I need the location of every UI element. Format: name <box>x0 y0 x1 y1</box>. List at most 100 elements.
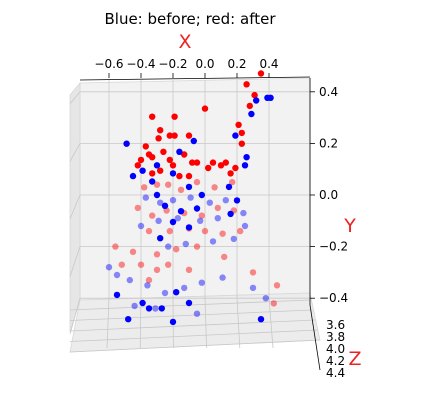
data-point <box>222 159 229 166</box>
data-point <box>211 184 218 191</box>
data-point <box>240 209 247 217</box>
data-point <box>227 170 234 177</box>
data-point <box>134 204 141 212</box>
data-point <box>165 181 172 188</box>
data-point <box>145 276 153 284</box>
z-axis-line <box>309 304 321 371</box>
z-axis-label: Z <box>348 348 361 370</box>
data-point <box>193 205 201 212</box>
data-point <box>241 162 249 169</box>
data-point <box>229 178 236 186</box>
y-tick-label: −0.2 <box>319 240 348 254</box>
data-point <box>166 132 173 139</box>
data-point <box>232 164 239 172</box>
z-tick-label: 3.8 <box>326 330 345 344</box>
x-axis-label: X <box>178 31 191 53</box>
z-grid-line <box>69 329 318 342</box>
z-grid-line <box>69 309 313 321</box>
data-point <box>152 305 159 312</box>
data-point <box>193 310 201 317</box>
data-point <box>201 105 209 112</box>
data-point <box>153 162 161 169</box>
data-point <box>243 154 250 161</box>
data-point <box>105 264 113 271</box>
data-point <box>149 154 156 161</box>
data-point <box>198 212 205 219</box>
data-point <box>189 159 196 166</box>
data-point <box>113 271 121 279</box>
data-point <box>225 183 233 191</box>
data-point <box>137 156 145 164</box>
data-point <box>205 164 212 172</box>
data-point <box>185 224 193 231</box>
side-grid-line <box>69 194 81 220</box>
data-point <box>141 184 148 191</box>
data-point <box>227 210 234 218</box>
side-grid-line <box>69 91 81 105</box>
data-point <box>262 295 269 302</box>
data-point <box>142 194 149 201</box>
data-point <box>253 97 260 104</box>
data-point <box>176 148 183 155</box>
data-point <box>160 148 167 155</box>
data-point <box>137 261 145 268</box>
y-axis-label: Y <box>343 215 356 237</box>
data-point <box>134 162 141 169</box>
data-point <box>198 191 205 199</box>
data-point <box>267 94 274 102</box>
data-point <box>257 316 265 323</box>
data-point <box>142 143 149 150</box>
data-point <box>171 113 178 120</box>
data-point <box>222 197 229 204</box>
data-point <box>249 284 257 292</box>
data-point <box>214 215 221 222</box>
data-point <box>126 276 133 284</box>
floor-grid-line <box>204 297 207 349</box>
data-point <box>273 282 281 289</box>
data-point <box>137 222 145 230</box>
data-point <box>181 284 188 292</box>
z-tick-label: 3.6 <box>326 318 345 332</box>
data-point <box>177 186 185 193</box>
data-point <box>206 199 213 206</box>
data-point <box>153 181 161 188</box>
data-point <box>153 191 161 199</box>
data-point <box>112 243 119 250</box>
side-grid-line <box>69 143 81 162</box>
data-point <box>149 212 156 219</box>
data-point <box>173 289 180 296</box>
data-point <box>176 172 183 180</box>
z-tick-label: 4.2 <box>326 354 345 368</box>
data-point <box>248 110 255 118</box>
y-tick-label: 0.0 <box>319 188 338 202</box>
data-point <box>185 132 193 139</box>
floor-grid-lines <box>69 297 321 353</box>
data-point <box>149 178 156 185</box>
data-point <box>157 127 164 134</box>
data-point <box>187 194 194 201</box>
data-point <box>174 215 181 222</box>
data-point <box>217 162 225 169</box>
data-point <box>193 178 201 186</box>
data-point <box>238 140 245 147</box>
data-point <box>125 316 132 323</box>
data-point <box>181 151 188 158</box>
data-point <box>139 299 146 307</box>
data-point <box>157 235 164 242</box>
data-point <box>145 305 153 312</box>
data-point <box>169 318 177 326</box>
data-point <box>221 253 228 261</box>
data-point <box>219 230 226 237</box>
data-point <box>190 137 197 145</box>
data-point <box>243 81 250 88</box>
data-point <box>129 172 137 180</box>
data-point <box>158 305 165 312</box>
data-point <box>171 132 178 139</box>
data-point <box>165 243 172 250</box>
data-point <box>241 222 249 230</box>
z-tick-label: 4.0 <box>326 342 345 356</box>
z-tick-label: 4.4 <box>326 366 345 380</box>
y-tick-label: 0.2 <box>319 136 338 150</box>
data-point <box>219 274 226 281</box>
